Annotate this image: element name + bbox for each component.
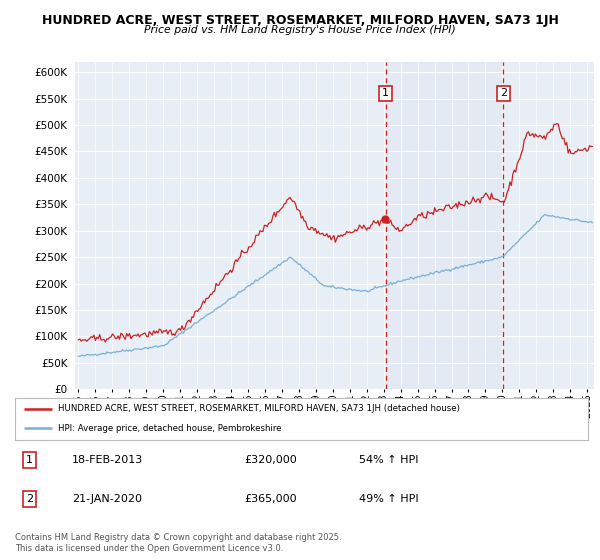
Text: 21-JAN-2020: 21-JAN-2020	[73, 494, 142, 504]
Text: HUNDRED ACRE, WEST STREET, ROSEMARKET, MILFORD HAVEN, SA73 1JH: HUNDRED ACRE, WEST STREET, ROSEMARKET, M…	[41, 14, 559, 27]
Text: 49% ↑ HPI: 49% ↑ HPI	[359, 494, 418, 504]
Text: 2: 2	[500, 88, 507, 99]
Bar	[386, 62, 503, 389]
Text: £365,000: £365,000	[244, 494, 297, 504]
Text: 18-FEB-2013: 18-FEB-2013	[73, 455, 143, 465]
Text: 1: 1	[26, 455, 33, 465]
Text: 1: 1	[382, 88, 389, 99]
Text: HPI: Average price, detached house, Pembrokeshire: HPI: Average price, detached house, Pemb…	[58, 424, 281, 433]
Text: Contains HM Land Registry data © Crown copyright and database right 2025.
This d: Contains HM Land Registry data © Crown c…	[15, 533, 341, 553]
Text: HUNDRED ACRE, WEST STREET, ROSEMARKET, MILFORD HAVEN, SA73 1JH (detached house): HUNDRED ACRE, WEST STREET, ROSEMARKET, M…	[58, 404, 460, 413]
Text: 54% ↑ HPI: 54% ↑ HPI	[359, 455, 418, 465]
Text: £320,000: £320,000	[244, 455, 297, 465]
Text: 2: 2	[26, 494, 33, 504]
Text: Price paid vs. HM Land Registry's House Price Index (HPI): Price paid vs. HM Land Registry's House …	[144, 25, 456, 35]
